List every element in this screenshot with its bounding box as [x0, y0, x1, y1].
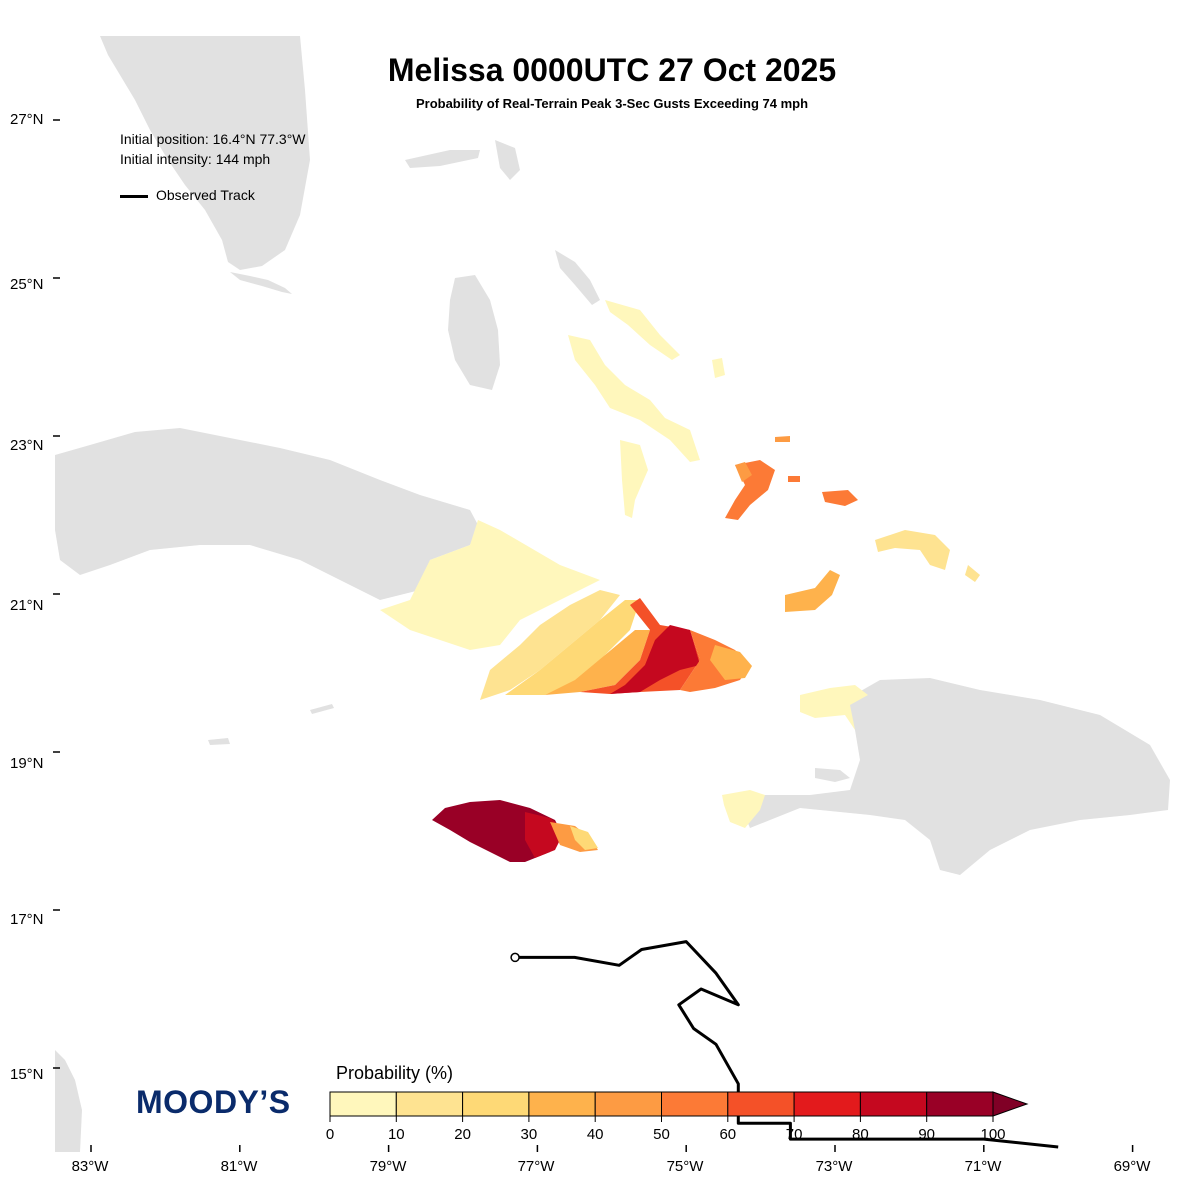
haiti-prob-low: [722, 790, 765, 828]
cuba-prob-east-30: [710, 645, 752, 680]
colorbar-swatch: [329, 1091, 397, 1117]
colorbar-swatch: [395, 1091, 464, 1117]
cuba-prob-20: [480, 590, 620, 700]
colorbar-swatch: [926, 1091, 994, 1117]
florida-land: [100, 36, 310, 270]
lon-label-71: 71°W: [964, 1158, 1002, 1175]
colorbar-tick-label: 70: [785, 1126, 803, 1143]
inagua-prob-2: [735, 462, 752, 482]
colorbar-tick-label: 10: [387, 1126, 405, 1143]
colorbar-swatch: [462, 1091, 530, 1117]
colorbar-swatch: [793, 1091, 861, 1117]
colorbar-swatch: [528, 1091, 596, 1117]
initial-position-text: Initial position: 16.4°N 77.3°W: [120, 131, 306, 147]
map-title: Melissa 0000UTC 27 Oct 2025: [387, 52, 837, 88]
cuba-prob-30: [505, 600, 640, 695]
track-legend-label: Observed Track: [156, 187, 255, 203]
turks-prob-2: [965, 565, 980, 582]
lat-label-27: 27°N: [10, 111, 44, 128]
colorbar: [329, 1091, 1029, 1122]
lon-label-69: 69°W: [1113, 1158, 1151, 1175]
bahamas-prob-low-4: [712, 358, 725, 378]
track-legend-swatch: [120, 195, 148, 198]
bahamas-prob-low-2: [605, 300, 680, 360]
hispaniola-land: [740, 678, 1170, 875]
cuba-prob-40: [545, 630, 650, 695]
colorbar-swatch: [859, 1091, 928, 1117]
florida-keys-land: [230, 272, 292, 294]
initial-intensity-text: Initial intensity: 144 mph: [120, 151, 271, 167]
jamaica-prob-30: [570, 826, 598, 850]
probability-layer: [380, 300, 980, 862]
track-start-marker: [510, 952, 520, 963]
colorbar-swatch: [727, 1091, 795, 1117]
mayaguana-prob: [785, 570, 840, 612]
isla-juventud-land: [82, 535, 118, 565]
lat-label-23: 23°N: [10, 437, 44, 454]
turks-prob: [875, 530, 950, 570]
map-subtitle: Probability of Real-Terrain Peak 3-Sec G…: [415, 96, 809, 111]
colorbar-tick-label: 90: [918, 1126, 936, 1143]
colorbar-swatch: [594, 1091, 663, 1117]
lat-label-15: 15°N: [10, 1066, 44, 1083]
colorbar-swatch: [661, 1091, 729, 1117]
colorbar-tick-label: 20: [454, 1126, 471, 1143]
colorbar-extend-arrow: [992, 1091, 1029, 1117]
lat-label-19: 19°N: [10, 755, 44, 772]
cayman-brac-land: [310, 704, 334, 714]
caicos-prob: [822, 490, 858, 506]
moodys-logo: MOODY’S: [136, 1084, 291, 1120]
observed-track-line: [515, 940, 1059, 1149]
cuba-west-land: [55, 428, 478, 600]
lon-label-81: 81°W: [220, 1158, 258, 1175]
cuba-prob-80: [610, 625, 700, 694]
lat-label-25: 25°N: [10, 276, 44, 293]
latitude-ticks: [53, 119, 60, 1069]
colorbar-tick-label: 100: [980, 1126, 1006, 1143]
lon-label-73: 73°W: [815, 1158, 853, 1175]
bahamas-prob-low-3: [620, 440, 648, 518]
caicos-prob-2: [788, 476, 800, 482]
eleuthera-land: [555, 250, 600, 305]
andros-island-land: [448, 275, 500, 390]
lat-label-21: 21°N: [10, 597, 44, 614]
lon-label-77: 77°W: [517, 1158, 555, 1175]
colorbar-tick-label: 60: [719, 1126, 737, 1143]
lon-label-79: 79°W: [369, 1158, 407, 1175]
gonave-island-land: [815, 768, 850, 782]
colorbar-tick-label: 30: [520, 1126, 538, 1143]
lon-label-83: 83°W: [71, 1158, 109, 1175]
colorbar-tick-label: 50: [653, 1126, 670, 1143]
colorbar-tick-label: 0: [325, 1126, 335, 1143]
land-layer: [55, 36, 1170, 1152]
colorbar-tick-label: 40: [586, 1126, 604, 1143]
caicos-prob-3: [775, 436, 790, 442]
colorbar-title: Probability (%): [336, 1063, 454, 1083]
hispaniola-prob-low: [800, 685, 868, 730]
lon-label-75: 75°W: [666, 1158, 704, 1175]
lat-label-17: 17°N: [10, 911, 44, 928]
yucatan-land: [55, 1050, 82, 1152]
inagua-prob: [725, 460, 775, 520]
bahamas-prob-low: [568, 335, 700, 462]
grand-bahama-land: [405, 150, 480, 168]
cuba-prob-10: [380, 520, 600, 650]
longitude-ticks: [90, 1145, 1134, 1152]
cayman-land: [208, 738, 230, 745]
abaco-land: [495, 140, 520, 180]
colorbar-tick-label: 80: [852, 1126, 869, 1143]
